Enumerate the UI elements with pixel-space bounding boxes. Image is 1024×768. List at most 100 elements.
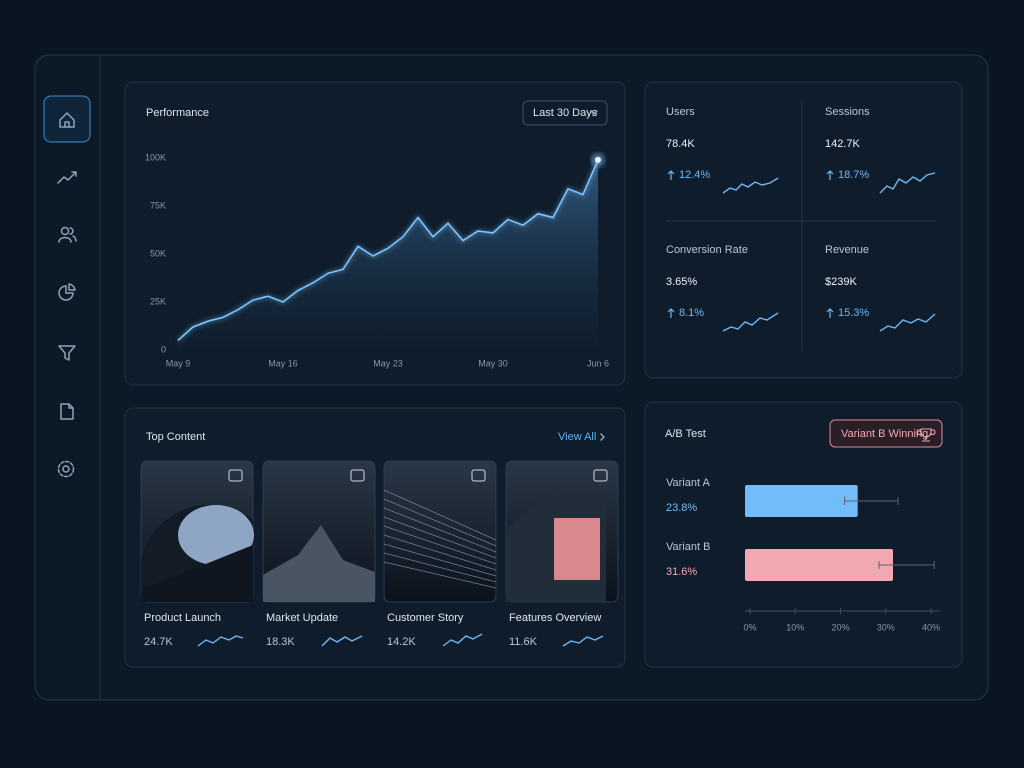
- ab-card: [644, 401, 963, 668]
- content-name: Features Overview: [509, 612, 601, 624]
- y-tick-label: 25K: [150, 296, 166, 306]
- error-bar: [844, 497, 899, 505]
- content-tile[interactable]: Customer Story 14.2K: [383, 460, 497, 648]
- ab-chart: 0% 10% 20% 30% 40% Variant A 23.8% Variant B 31.…: [666, 477, 940, 632]
- content-views: 11.6K: [509, 636, 538, 648]
- sparkline: [722, 312, 779, 332]
- ab-title: A/B Test: [665, 428, 706, 440]
- content-views: 24.7K: [144, 636, 173, 648]
- nav-funnel[interactable]: [58, 345, 76, 361]
- tunnel-light: [178, 505, 254, 565]
- end-point: [595, 156, 601, 163]
- stats-grid: Users 78.4K 12.4% Sessions 142.7K 18.7% Conver…: [666, 106, 936, 332]
- tunnel-floor: [141, 545, 253, 602]
- trophy-icon: [916, 428, 936, 442]
- content-tile[interactable]: Features Overview 11.6K: [505, 460, 619, 648]
- y-tick-label: 50K: [150, 248, 166, 258]
- badge-label: Variant B Winning: [841, 428, 928, 440]
- facade-line: [383, 552, 497, 583]
- stat-value: 142.7K: [825, 138, 861, 150]
- content-name: Customer Story: [387, 612, 464, 624]
- nav-docs[interactable]: [60, 403, 74, 420]
- stat-change: 8.1%: [679, 307, 704, 319]
- stat-value: 3.65%: [666, 276, 697, 288]
- window: [554, 518, 600, 580]
- thumbnail: [383, 460, 497, 603]
- content-views: 14.2K: [387, 636, 416, 648]
- facade-line: [383, 543, 497, 577]
- nav-home[interactable]: [43, 95, 91, 143]
- stats-card: [644, 81, 963, 379]
- nav-users[interactable]: [58, 226, 77, 243]
- up-arrow: [826, 170, 834, 180]
- y-tick-label: 0: [161, 344, 166, 354]
- facade-line: [383, 561, 497, 589]
- content-name: Market Update: [266, 612, 338, 624]
- x-tick-label: 40%: [922, 622, 940, 632]
- sparkline: [879, 313, 936, 332]
- nav-trends[interactable]: [57, 171, 77, 184]
- home-icon: [59, 112, 75, 128]
- media-icon: [350, 469, 365, 482]
- mountain: [263, 525, 375, 602]
- facade-line: [383, 507, 497, 553]
- x-tick-label: 20%: [831, 622, 849, 632]
- variant-value: 23.8%: [666, 502, 697, 514]
- variant-label: Variant A: [666, 477, 710, 489]
- x-tick-label: May 30: [478, 358, 508, 368]
- nav-reports[interactable]: [58, 283, 76, 301]
- facade-line: [383, 489, 497, 541]
- up-arrow: [667, 308, 675, 318]
- x-tick-label: 10%: [786, 622, 804, 632]
- bar: [745, 549, 893, 581]
- variant-label: Variant B: [666, 541, 710, 553]
- content-tile[interactable]: Market Update 18.3K: [262, 460, 376, 648]
- bar: [745, 485, 858, 517]
- y-tick-label: 100K: [145, 152, 166, 162]
- sparkline: [442, 633, 483, 647]
- up-arrow: [667, 170, 675, 180]
- variant-value: 31.6%: [666, 566, 697, 578]
- x-tick-label: May 23: [373, 358, 403, 368]
- content-tile[interactable]: Product Launch 24.7K: [140, 460, 254, 648]
- stat-label: Sessions: [825, 106, 870, 118]
- dropdown-chevron: [590, 110, 598, 115]
- x-tick-label: Jun 6: [587, 358, 609, 368]
- performance-chart: 0 25K 50K 75K 100K May 9 May 16 May 23 May 30 Jun…: [145, 152, 609, 368]
- stat-label: Users: [666, 106, 695, 118]
- stat-change: 15.3%: [838, 307, 869, 319]
- sparkline: [722, 177, 779, 194]
- error-bar: [878, 561, 935, 569]
- media-icon: [471, 469, 486, 482]
- range-label: Last 30 Days: [533, 107, 598, 119]
- sparkline: [562, 635, 604, 647]
- view-all-link[interactable]: View All: [558, 431, 596, 443]
- sidebar: [43, 95, 91, 478]
- range-dropdown[interactable]: [522, 100, 608, 126]
- x-tick-label: May 9: [166, 358, 191, 368]
- stat-change: 18.7%: [838, 169, 869, 181]
- stat-value: $239K: [825, 276, 857, 288]
- media-icon: [593, 469, 608, 482]
- stat-value: 78.4K: [666, 138, 695, 150]
- content-title: Top Content: [146, 431, 205, 443]
- facade-line: [383, 525, 497, 565]
- sparkline: [197, 635, 244, 647]
- stat-label: Conversion Rate: [666, 244, 748, 256]
- sparkline: [879, 172, 936, 194]
- media-icon: [228, 469, 243, 482]
- nav-settings[interactable]: [57, 460, 75, 478]
- line: [177, 159, 599, 341]
- y-tick-label: 75K: [150, 200, 166, 210]
- facade-line: [383, 534, 497, 571]
- performance-title: Performance: [146, 107, 209, 119]
- stat-change: 12.4%: [679, 169, 710, 181]
- x-tick-label: May 16: [268, 358, 298, 368]
- content-name: Product Launch: [144, 612, 221, 624]
- x-tick-label: 30%: [877, 622, 895, 632]
- winner-badge: [829, 419, 943, 448]
- facade-line: [383, 516, 497, 559]
- sparkline: [321, 635, 363, 647]
- link-chevron: [600, 433, 605, 441]
